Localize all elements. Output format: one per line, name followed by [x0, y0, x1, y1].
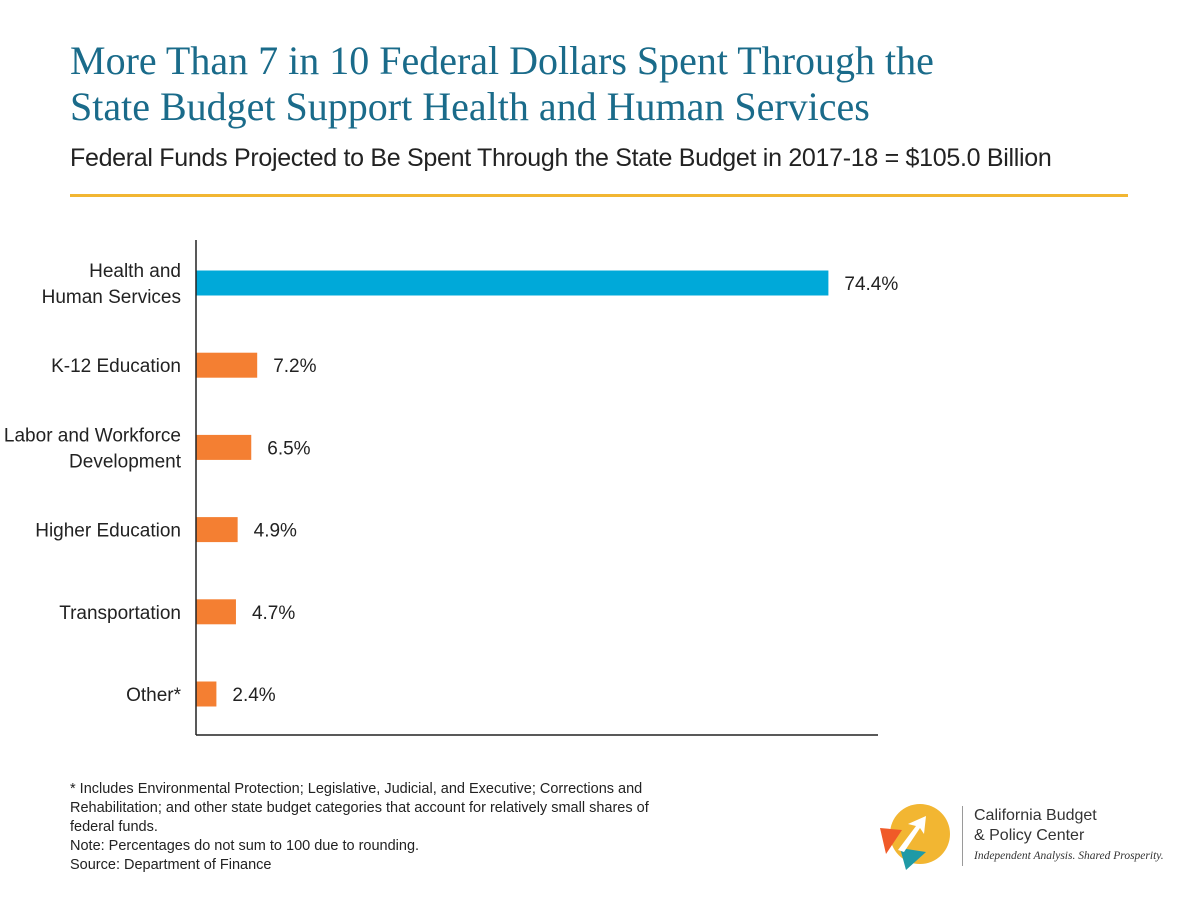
data-label-1: 74.4% [844, 274, 898, 295]
logo-tagline: Independent Analysis. Shared Prosperity. [974, 850, 1164, 862]
chart-title: More Than 7 in 10 Federal Dollars Spent … [70, 38, 1150, 130]
bar-1 [196, 270, 829, 296]
category-label-3-line-2: Development [69, 451, 182, 472]
logo-name: California Budget & Policy Center [974, 806, 1097, 846]
title-line-1: More Than 7 in 10 Federal Dollars Spent … [70, 38, 934, 83]
data-label-5: 4.7% [252, 603, 295, 624]
organization-logo: California Budget & Policy Center Indepe… [878, 800, 1178, 880]
footnote-line-2: Rehabilitation; and other state budget c… [70, 800, 649, 816]
category-label-6: Other* [126, 685, 182, 706]
footnotes: * Includes Environmental Protection; Leg… [70, 780, 770, 875]
footnote-line-3: federal funds. [70, 819, 158, 835]
footnote-line-4: Note: Percentages do not sum to 100 due … [70, 838, 420, 854]
data-label-4: 4.9% [254, 521, 297, 542]
footnote-line-5: Source: Department of Finance [70, 857, 272, 873]
logo-divider [962, 806, 963, 866]
bar-6 [196, 681, 217, 707]
title-divider [70, 194, 1128, 197]
logo-arrow-icon [880, 804, 950, 870]
title-line-2: State Budget Support Health and Human Se… [70, 84, 870, 129]
category-label-4: Higher Education [35, 521, 181, 542]
category-label-2: K-12 Education [51, 356, 181, 377]
chart-subtitle: Federal Funds Projected to Be Spent Thro… [70, 144, 1052, 172]
bar-3 [196, 434, 252, 460]
logo-name-line-1: California Budget [974, 807, 1097, 824]
category-label-5: Transportation [59, 603, 181, 624]
data-label-6: 2.4% [232, 685, 275, 706]
data-label-3: 6.5% [267, 438, 310, 459]
bar-5 [196, 599, 236, 625]
logo-name-line-2: & Policy Center [974, 827, 1085, 844]
bar-4 [196, 517, 238, 543]
category-label-1-line-1: Health and [89, 261, 181, 282]
bar-2 [196, 352, 258, 378]
category-label-3-line-1: Labor and Workforce [4, 425, 181, 446]
footnote-line-1: * Includes Environmental Protection; Leg… [70, 781, 643, 797]
category-label-1-line-2: Human Services [42, 287, 181, 308]
data-label-2: 7.2% [273, 356, 316, 377]
